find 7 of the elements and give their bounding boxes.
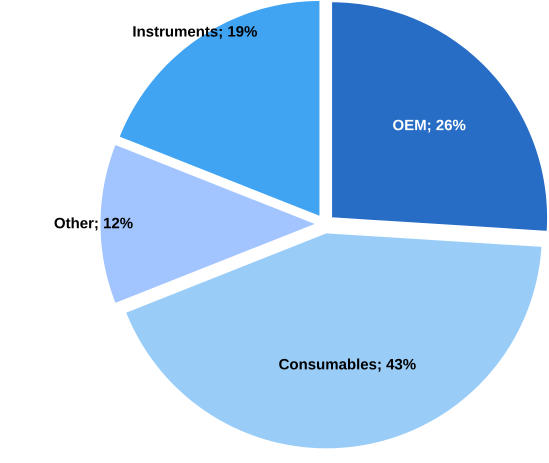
data-label: ; 43% [378,358,416,372]
slice-label: Other [54,217,94,228]
data-label: ; 26% [428,120,466,133]
data-label: ; 12% [95,218,133,231]
data-label: ; 19% [220,26,257,39]
slice-label: Consumables [279,358,376,370]
slice-label: OEM [393,120,426,130]
